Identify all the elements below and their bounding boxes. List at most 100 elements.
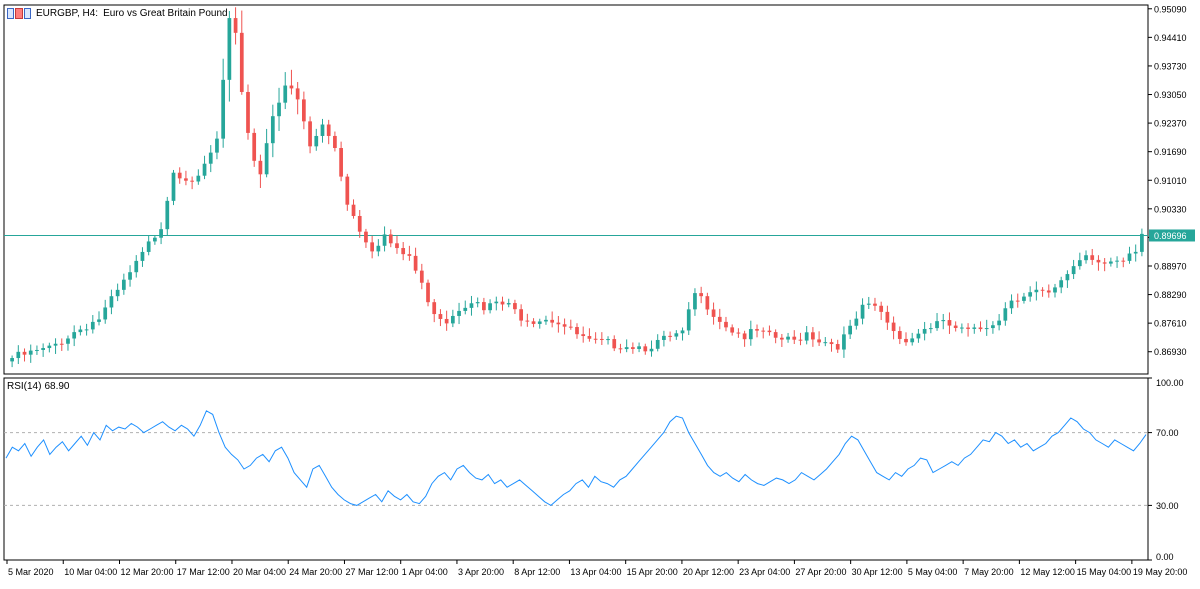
candle xyxy=(320,118,325,143)
candle-body xyxy=(724,321,728,328)
rsi-name: RSI(14) xyxy=(7,381,42,392)
candle-body xyxy=(593,338,598,340)
candle-body xyxy=(1121,260,1126,262)
time-tick-label: 20 Apr 12:00 xyxy=(683,567,734,577)
candle xyxy=(295,82,300,115)
price-tick-label: 0.93050 xyxy=(1154,90,1187,100)
candle-body xyxy=(544,319,548,322)
candle xyxy=(1071,259,1076,280)
candle xyxy=(897,326,902,345)
candle xyxy=(475,297,480,308)
candle xyxy=(519,304,523,327)
candle xyxy=(184,170,188,186)
candle-body xyxy=(792,336,797,340)
symbol-label: EURGBP, H4: xyxy=(36,7,99,19)
rsi-tick-label: 30.00 xyxy=(1156,501,1179,511)
candle xyxy=(239,10,244,95)
candle xyxy=(506,298,511,308)
candle-body xyxy=(258,160,263,175)
candle-body xyxy=(28,350,33,355)
candle xyxy=(618,343,623,354)
candle-body xyxy=(1028,292,1033,297)
candle-body xyxy=(742,333,747,340)
candle xyxy=(755,324,759,338)
candle xyxy=(215,131,219,160)
time-tick-label: 30 Apr 12:00 xyxy=(852,567,903,577)
candle-body xyxy=(1071,266,1076,275)
candle xyxy=(488,299,492,314)
candle xyxy=(1127,246,1132,264)
candle-body xyxy=(1084,255,1088,261)
candle xyxy=(1121,257,1126,268)
candle xyxy=(891,316,896,340)
candle-body xyxy=(53,343,58,346)
candle-body xyxy=(407,254,412,256)
candle-body xyxy=(84,329,89,331)
candle xyxy=(227,11,232,102)
candle xyxy=(419,263,424,290)
time-tick-label: 27 Mar 12:00 xyxy=(345,567,398,577)
candle-body xyxy=(1040,289,1045,291)
candle xyxy=(115,283,120,302)
candle xyxy=(1108,257,1113,267)
chart-title-bar: EURGBP, H4: Euro vs Great Britain Pound xyxy=(7,6,228,20)
candle-body xyxy=(1053,287,1057,293)
candle-body xyxy=(972,327,977,329)
candle xyxy=(811,327,815,347)
rsi-panel-frame xyxy=(3,377,1149,561)
candle xyxy=(171,169,176,206)
candle xyxy=(631,342,635,354)
candle-body xyxy=(916,333,921,339)
candle-body xyxy=(1102,262,1107,264)
candle-body xyxy=(624,347,629,350)
candle-body xyxy=(457,310,461,316)
candle xyxy=(41,343,46,357)
candle-body xyxy=(153,237,157,242)
candle-body xyxy=(662,335,666,340)
candle xyxy=(469,295,474,316)
candle-body xyxy=(680,330,685,334)
candle-body xyxy=(320,124,325,136)
candle xyxy=(1015,293,1020,308)
candle xyxy=(90,315,95,334)
candle xyxy=(624,339,629,353)
candle-body xyxy=(264,143,269,175)
candle-body xyxy=(1059,280,1064,288)
candle xyxy=(339,141,343,182)
candle-body xyxy=(1127,253,1132,261)
time-axis: 5 Mar 2020 10 Mar 04:00 12 Mar 20:00 17 Mar… xyxy=(6,560,1187,577)
candle-body xyxy=(97,319,101,322)
candle-body xyxy=(413,255,418,271)
candle-body xyxy=(848,325,852,335)
candle xyxy=(153,235,157,245)
candle xyxy=(513,299,517,314)
candle-body xyxy=(419,270,424,283)
candle-body xyxy=(717,316,722,322)
candle xyxy=(680,327,685,341)
time-tick-label: 20 Mar 04:00 xyxy=(233,567,286,577)
candle-body xyxy=(581,334,586,337)
candle xyxy=(575,323,579,339)
candle xyxy=(270,104,275,158)
candle-body xyxy=(184,178,188,181)
time-tick-label: 10 Mar 04:00 xyxy=(64,567,117,577)
candle-body xyxy=(798,339,803,341)
candle xyxy=(47,342,52,353)
candle-body xyxy=(978,327,983,330)
candle-body xyxy=(556,322,561,325)
candle xyxy=(1115,256,1119,268)
candle-body xyxy=(550,319,555,323)
candle-body xyxy=(537,321,542,324)
candle-body xyxy=(115,289,120,297)
time-tick-label: 5 Mar 2020 xyxy=(8,567,54,577)
candle xyxy=(736,328,741,338)
candle-body xyxy=(655,339,660,349)
candle xyxy=(606,336,610,345)
candle-body xyxy=(482,302,486,311)
candle xyxy=(382,226,387,252)
candle-body xyxy=(1115,260,1119,262)
candle-body xyxy=(761,330,766,332)
candle-body xyxy=(562,324,567,327)
candle-body xyxy=(208,152,213,164)
candle xyxy=(904,332,908,346)
